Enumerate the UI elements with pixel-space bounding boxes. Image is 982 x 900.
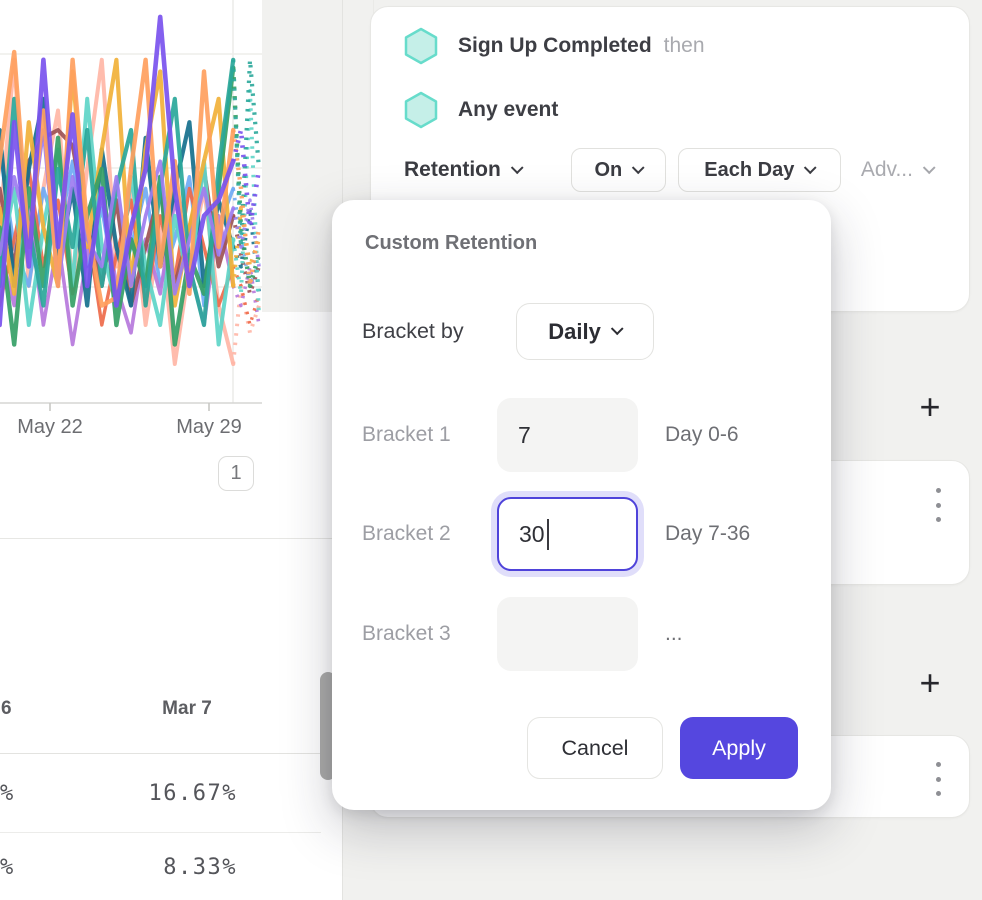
funnel-step-signup[interactable]: Sign Up Completed then xyxy=(404,27,705,65)
card-overflow-menu-icon[interactable] xyxy=(927,488,949,522)
bracket-2-input[interactable]: 30 xyxy=(497,497,638,571)
x-axis-tick-label: May 29 xyxy=(176,416,242,438)
bracket-by-dropdown[interactable]: Daily xyxy=(515,303,654,360)
card-overflow-menu-icon[interactable] xyxy=(927,762,949,796)
chevron-down-icon xyxy=(510,160,524,174)
apply-button[interactable]: Apply xyxy=(680,717,798,779)
section-divider xyxy=(0,538,333,539)
event-name: Any event xyxy=(458,98,559,121)
bracket-by-label: Bracket by xyxy=(362,319,464,343)
bracket-row: Bracket 1 7 Day 0-6 xyxy=(362,398,802,472)
chevron-down-icon xyxy=(610,322,624,336)
query-controls-row: Retention On Each Day Adv... xyxy=(404,148,936,192)
table-cell-percent: % xyxy=(0,781,15,806)
modal-title: Custom Retention xyxy=(365,232,538,254)
granularity-dropdown[interactable]: Each Day xyxy=(677,148,841,192)
bracket-3-input[interactable] xyxy=(497,597,638,671)
add-section-button[interactable]: + xyxy=(919,386,941,427)
bracket-label: Bracket 1 xyxy=(362,423,451,446)
chevron-down-icon xyxy=(804,160,817,174)
measure-dropdown[interactable]: Retention xyxy=(404,158,524,182)
chart-canvas xyxy=(0,0,262,411)
table-row-divider xyxy=(0,832,321,833)
table-header-date: 6 xyxy=(1,698,12,719)
event-name: Sign Up Completed xyxy=(458,34,652,57)
bracket-by-row: Bracket by Daily xyxy=(362,303,654,360)
bracket-range-hint: Day 7-36 xyxy=(665,522,751,545)
then-label: then xyxy=(663,34,705,57)
table-header-divider xyxy=(0,753,321,754)
bracket-row: Bracket 3 ... xyxy=(362,597,802,671)
bracket-range-hint: ... xyxy=(665,622,683,645)
modal-actions: Cancel Apply xyxy=(332,717,831,779)
bracket-1-input[interactable]: 7 xyxy=(497,398,638,472)
event-hexagon-icon xyxy=(404,27,438,65)
funnel-step-any-event[interactable]: Any event xyxy=(404,91,558,129)
chart-pagination-button[interactable]: 1 xyxy=(218,456,254,491)
table-cell-percent: 8.33% xyxy=(163,855,237,880)
bracket-label: Bracket 3 xyxy=(362,622,451,645)
bracket-range-hint: Day 0-6 xyxy=(665,423,739,446)
advanced-dropdown[interactable]: Adv... xyxy=(861,158,936,182)
event-hexagon-icon xyxy=(404,91,438,129)
text-cursor xyxy=(546,518,549,550)
chevron-down-icon xyxy=(922,160,936,174)
on-dropdown[interactable]: On xyxy=(570,148,666,192)
chevron-down-icon xyxy=(632,160,645,174)
x-axis-tick-label: May 22 xyxy=(17,416,83,438)
table-cell-percent: % xyxy=(0,855,15,880)
table-header-date: Mar 7 xyxy=(162,698,212,719)
bracket-label: Bracket 2 xyxy=(362,522,451,545)
table-cell-percent: 16.67% xyxy=(148,781,237,806)
page-background-gutter xyxy=(262,0,343,312)
retention-line-chart xyxy=(0,0,262,412)
custom-retention-modal: Custom Retention Bracket by Daily Bracke… xyxy=(332,200,831,810)
bracket-row: Bracket 2 30 Day 7-36 xyxy=(362,497,802,571)
cancel-button[interactable]: Cancel xyxy=(527,717,663,779)
add-section-button[interactable]: + xyxy=(919,662,941,703)
